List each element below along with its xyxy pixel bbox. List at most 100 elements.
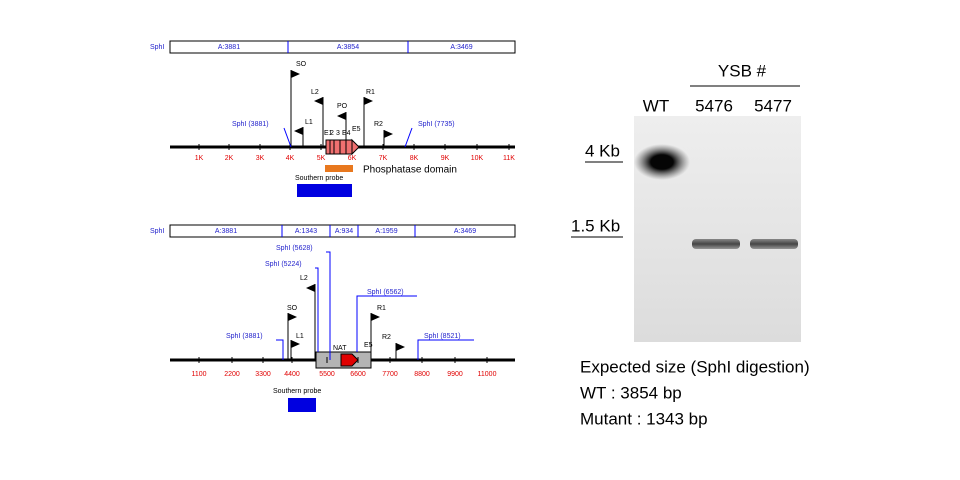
axis-label: 6K	[348, 155, 357, 162]
axis-label: 3300	[255, 371, 271, 378]
feature-label: PO	[337, 103, 348, 110]
feature-label: E5	[364, 342, 373, 349]
axis-label: 2200	[224, 371, 240, 378]
feature-label: L2	[311, 89, 319, 96]
feature-label: SO	[287, 305, 298, 312]
axis-label: 8K	[410, 155, 419, 162]
wt-map-shapes	[170, 138, 515, 197]
site-line	[315, 267, 319, 352]
axis-label: 5500	[319, 371, 335, 378]
band	[750, 239, 798, 249]
flag	[291, 70, 300, 78]
flag	[337, 112, 346, 120]
fragment-label: A:3469	[450, 44, 472, 51]
axis-label: 1K	[195, 155, 204, 162]
exon-label: 2	[330, 130, 334, 137]
site-line	[404, 127, 413, 148]
site-line	[326, 251, 331, 360]
flag	[314, 97, 323, 105]
flag	[384, 130, 393, 138]
caption-line: WT : 3854 bp	[580, 383, 682, 402]
exon-label: 3	[336, 130, 340, 137]
site-label: SphI (5628)	[276, 245, 313, 252]
gel-image	[634, 85, 801, 342]
domain-label: Phosphatase domain	[363, 165, 457, 176]
probe-bar	[297, 184, 352, 197]
axis-label: 7K	[379, 155, 388, 162]
flag	[288, 313, 297, 321]
site-label: SphI (8521)	[424, 333, 461, 340]
axis-label: 10K	[471, 155, 484, 162]
exon-label: E4	[342, 130, 351, 137]
nat-arrow	[340, 353, 359, 367]
fragment-label: A:3881	[218, 44, 240, 51]
fragment-bar	[169, 224, 516, 238]
fragment-bar	[169, 40, 516, 54]
feature-label: L1	[296, 333, 304, 340]
site-label: SphI (3881)	[226, 333, 263, 340]
axis-label: 9900	[447, 371, 463, 378]
flag	[371, 313, 380, 321]
band	[692, 239, 740, 249]
probe-bar	[288, 398, 316, 412]
mutant-map-shapes	[170, 351, 515, 412]
fragment-label: A:3881	[215, 228, 237, 235]
caption-line: Mutant : 1343 bp	[580, 409, 708, 428]
flag	[294, 127, 303, 135]
site-line	[417, 339, 474, 360]
site-line	[283, 127, 292, 148]
axis-label: 11K	[503, 155, 515, 162]
site-line	[356, 295, 417, 352]
domain-bar	[325, 165, 353, 172]
feature-label: L1	[305, 119, 313, 126]
exon-label: E1	[324, 130, 333, 137]
caption-line: Expected size (SphI digestion)	[580, 357, 810, 376]
flag	[291, 340, 300, 348]
flag	[364, 97, 373, 105]
group-label: YSB #	[718, 61, 767, 80]
axis-label: 11000	[478, 371, 497, 378]
feature-label: L2	[300, 275, 308, 282]
nat-label: NAT	[333, 345, 347, 352]
flag	[306, 284, 315, 292]
axis-label: 4400	[284, 371, 300, 378]
fragment-label: A:3469	[454, 228, 476, 235]
gene-arrow	[351, 138, 360, 156]
marker-label: 4 Kb	[585, 141, 620, 160]
axis-label: 7700	[382, 371, 398, 378]
site-label: SphI (3881)	[232, 121, 269, 128]
fragment-label: A:1343	[295, 228, 317, 235]
enzyme-label: SphI	[150, 44, 164, 51]
feature-label: R1	[377, 305, 386, 312]
lane-label: 5477	[754, 96, 792, 115]
feature-label: R2	[382, 334, 391, 341]
marker-label: 1.5 Kb	[571, 216, 620, 235]
site-line	[276, 339, 284, 360]
flag	[396, 343, 405, 351]
axis-label: 6600	[350, 371, 366, 378]
axis-label: 1100	[191, 371, 206, 378]
axis-label: 4K	[286, 155, 295, 162]
axis-label: 3K	[256, 155, 265, 162]
enzyme-label: SphI	[150, 228, 164, 235]
fragment-label: A:934	[335, 228, 353, 235]
axis-label: 9K	[441, 155, 450, 162]
site-label: SphI (6562)	[367, 289, 404, 296]
site-label: SphI (5224)	[265, 261, 302, 268]
probe-label: Southern probe	[273, 388, 321, 395]
lane-label: WT	[643, 96, 669, 115]
exon-label: E5	[352, 126, 361, 133]
axis-label: 2K	[225, 155, 234, 162]
band	[634, 144, 690, 180]
fragment-label: A:1959	[375, 228, 397, 235]
feature-label: SO	[296, 61, 307, 68]
feature-label: R1	[366, 89, 375, 96]
fragment-label: A:3854	[337, 44, 359, 51]
axis-label: 8800	[414, 371, 430, 378]
lane-label: 5476	[695, 96, 733, 115]
site-label: SphI (7735)	[418, 121, 455, 128]
feature-label: R2	[374, 121, 383, 128]
axis-label: 5K	[317, 155, 326, 162]
probe-label: Southern probe	[295, 175, 343, 182]
